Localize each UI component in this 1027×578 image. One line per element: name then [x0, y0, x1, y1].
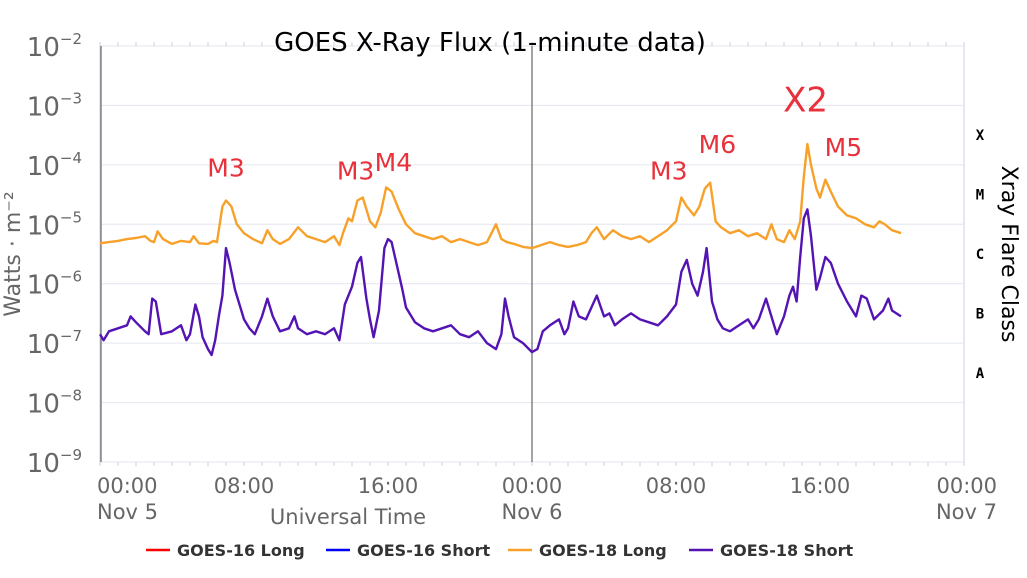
legend-entry: GOES-16 Long [177, 541, 305, 560]
flare-class-label: M [976, 188, 984, 204]
legend-entry: GOES-18 Short [720, 541, 853, 560]
series-lines [98, 142, 902, 357]
day-boundary-lines [100, 46, 533, 462]
legend-entry: GOES-16 Short [357, 541, 490, 560]
x-tick-time: 16:00 [358, 474, 419, 498]
y-tick-label: 10−3 [27, 89, 82, 122]
y-tick-label: 10−6 [27, 268, 82, 301]
flare-annotation: M3 [207, 154, 244, 183]
x-tick-date: Nov 5 [97, 500, 158, 524]
flare-annotation: M5 [825, 133, 862, 162]
x-tick-time: 00:00 [502, 474, 563, 498]
flare-annotation: M3 [337, 157, 374, 186]
flare-class-label: C [976, 247, 984, 263]
y-axis-ticks: 10−9 10−8 10−7 10−6 10−5 10−4 10−3 10−2 [27, 30, 82, 479]
x-tick-date: Nov 6 [501, 500, 562, 524]
x-tick-time: 08:00 [214, 474, 275, 498]
flare-class-label: B [976, 306, 984, 322]
y-tick-label: 10−4 [27, 149, 82, 182]
flare-annotation: M6 [699, 130, 736, 159]
y-tick-label: 10−9 [27, 446, 82, 479]
flare-class-label: A [976, 366, 985, 382]
y-tick-label: 10−8 [27, 387, 82, 420]
y-axis-label: Watts · m⁻² [1, 191, 26, 316]
x-tick-date: Nov 7 [936, 500, 997, 524]
chart-title: GOES X-Ray Flux (1-minute data) [274, 28, 706, 58]
flare-class-labels: X M C B A [976, 128, 985, 382]
y-tick-label: 10−5 [27, 208, 82, 241]
y-tick-label: 10−7 [27, 327, 82, 360]
legend: GOES-16 Long GOES-16 Short GOES-18 Long GOE… [146, 541, 853, 560]
x-tick-time: 00:00 [936, 474, 997, 498]
y2-axis-label: Xray Flare Class [996, 166, 1021, 343]
x-axis-label: Universal Time [270, 505, 426, 529]
series-line [98, 208, 902, 357]
flare-annotation: X2 [783, 80, 828, 120]
x-tick-time: 08:00 [646, 474, 707, 498]
flare-annotation: M4 [375, 148, 412, 177]
series-line [99, 142, 902, 250]
flare-class-label: X [976, 128, 985, 144]
x-tick-time: 16:00 [790, 474, 851, 498]
y-tick-label: 10−2 [27, 30, 82, 63]
legend-entry: GOES-18 Long [539, 541, 667, 560]
flare-annotation: M3 [650, 157, 687, 186]
x-tick-time: 00:00 [97, 474, 158, 498]
